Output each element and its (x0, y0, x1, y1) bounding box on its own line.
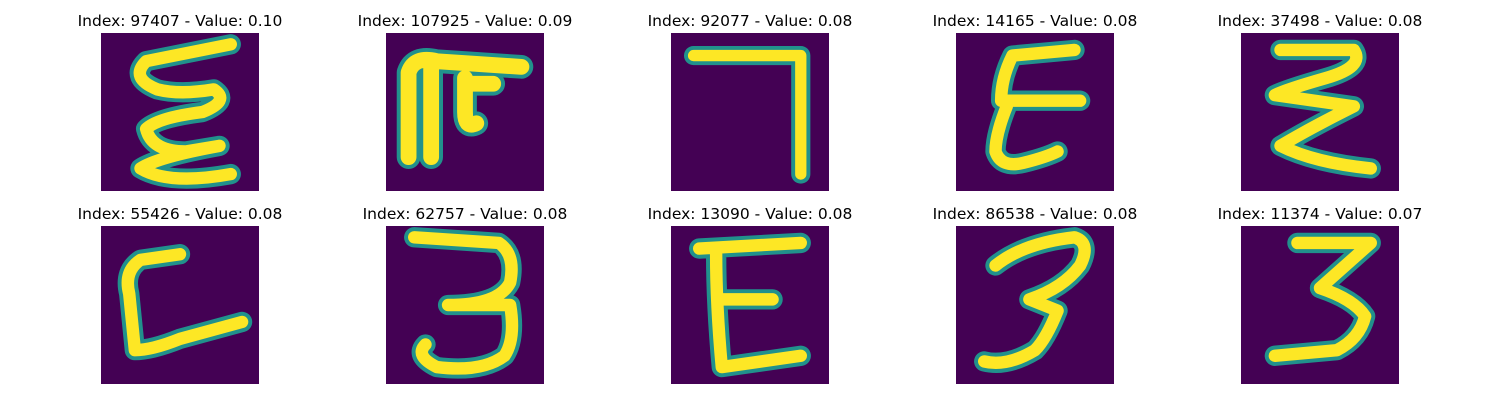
panel-7: Index: 62757 - Value: 0.08 (345, 203, 585, 393)
panel-10: Index: 11374 - Value: 0.07 (1200, 203, 1440, 393)
zigzag-e-icon (1241, 33, 1399, 191)
panel-5: Index: 37498 - Value: 0.08 (1200, 10, 1440, 200)
panel-3: Index: 92077 - Value: 0.08 (630, 10, 870, 200)
squiggle-e-icon (101, 33, 259, 191)
panel-2: Index: 107925 - Value: 0.09 (345, 10, 585, 200)
panel-8: Index: 13090 - Value: 0.08 (630, 203, 870, 393)
panel-title: Index: 86538 - Value: 0.08 (932, 205, 1138, 223)
panel-1: Index: 97407 - Value: 0.10 (60, 10, 300, 200)
letter-e-icon (956, 33, 1114, 191)
panel-title: Index: 13090 - Value: 0.08 (647, 205, 853, 223)
panel-4: Index: 14165 - Value: 0.08 (915, 10, 1155, 200)
panel-title: Index: 97407 - Value: 0.10 (77, 12, 283, 30)
panel-title: Index: 37498 - Value: 0.08 (1217, 12, 1423, 30)
panel-title: Index: 11374 - Value: 0.07 (1217, 205, 1423, 223)
panel-9: Index: 86538 - Value: 0.08 (915, 203, 1155, 393)
panel-title: Index: 55426 - Value: 0.08 (77, 205, 283, 223)
digit-three-icon (956, 226, 1114, 384)
panel-title: Index: 62757 - Value: 0.08 (362, 205, 568, 223)
panel-title: Index: 92077 - Value: 0.08 (647, 12, 853, 30)
letter-e-icon (671, 226, 829, 384)
letter-c-icon (101, 226, 259, 384)
seven-icon (671, 33, 829, 191)
panel-title: Index: 107925 - Value: 0.09 (357, 12, 573, 30)
digit-three-icon (1241, 226, 1399, 384)
panel-title: Index: 14165 - Value: 0.08 (932, 12, 1138, 30)
panel-6: Index: 55426 - Value: 0.08 (60, 203, 300, 393)
rotated-m-icon (386, 33, 544, 191)
digit-three-icon (386, 226, 544, 384)
